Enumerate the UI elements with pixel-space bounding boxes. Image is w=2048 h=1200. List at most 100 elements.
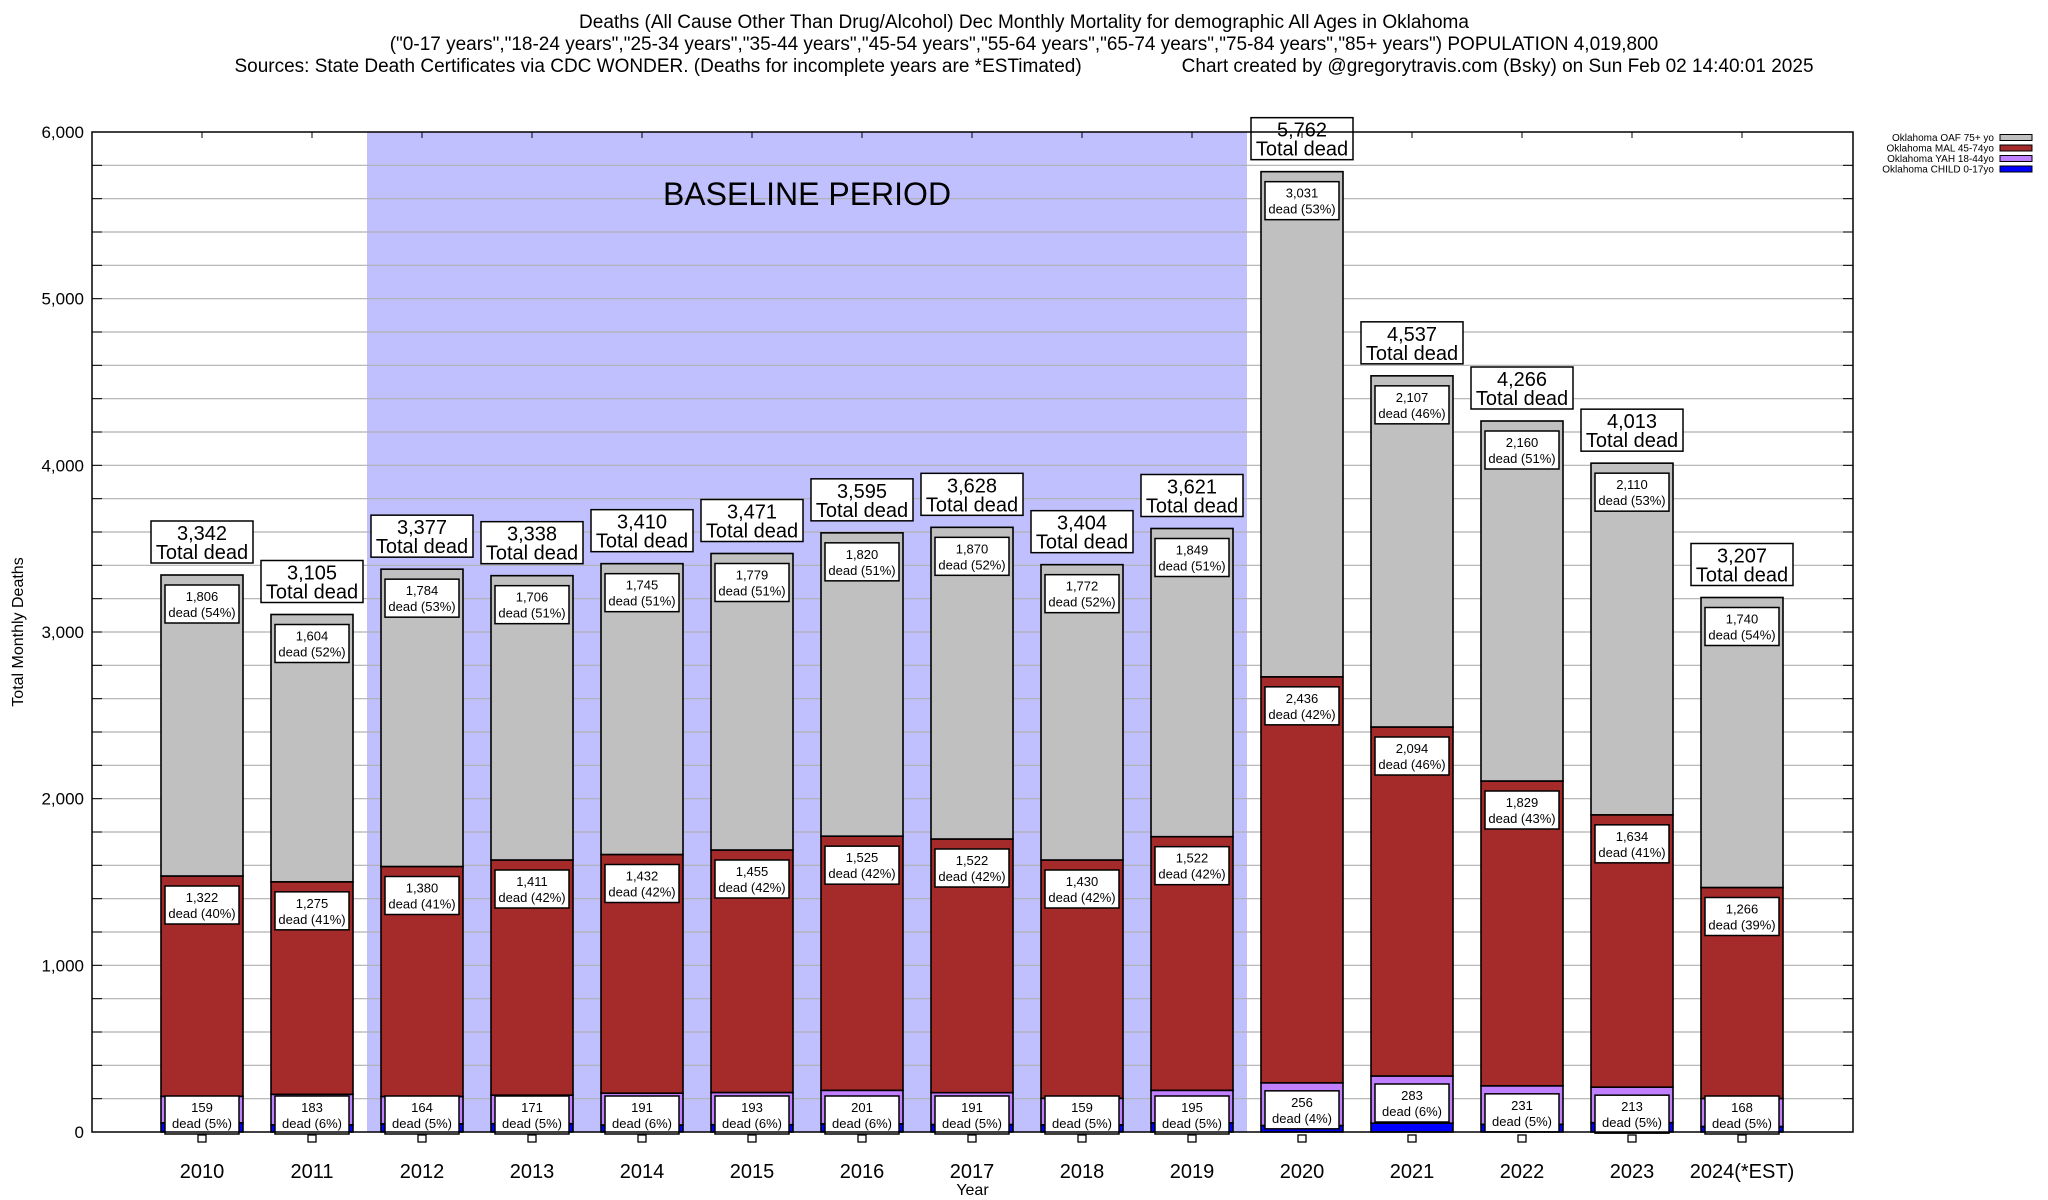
segment-label-pct: dead (41%) [388, 897, 455, 912]
segment-label-pct: dead (5%) [502, 1116, 562, 1131]
segment-label-value: 1,772 [1066, 579, 1099, 594]
legend-swatch [1999, 134, 2033, 141]
segment-label-box [274, 623, 350, 664]
segment-label-box [1264, 686, 1340, 726]
segment-label-pct: dead (43%) [1488, 811, 1555, 826]
segment-label-pct: dead (42%) [938, 869, 1005, 884]
segment-label-box [164, 1095, 240, 1135]
segment-label-value: 159 [191, 1100, 213, 1115]
child-label-box [1187, 1134, 1197, 1143]
segment-label-value: 1,522 [956, 853, 989, 868]
segment-label-box [494, 584, 570, 625]
y-tick-label: 0 [75, 1123, 84, 1142]
segment-label-value: 1,430 [1066, 874, 1099, 889]
segment-label-pct: dead (42%) [718, 880, 785, 895]
x-tick-label: 2024(*EST) [1690, 1161, 1795, 1183]
segment-label-box [1704, 606, 1780, 647]
bar-segment-oklahoma-mal-45-74yo [1260, 676, 1344, 1084]
x-tick-label: 2019 [1170, 1161, 1215, 1183]
legend-swatch [1999, 165, 2033, 173]
x-tick-label: 2021 [1390, 1161, 1435, 1183]
child-label-box [307, 1134, 317, 1143]
segment-label-value: 164 [411, 1100, 433, 1115]
x-tick-label: 2013 [510, 1161, 555, 1183]
total-label-value: 3,338 [507, 524, 557, 546]
segment-label-value: 1,634 [1616, 829, 1649, 844]
total-label-box [920, 472, 1024, 517]
total-label-box [1580, 408, 1684, 452]
segment-label-box [934, 848, 1010, 888]
segment-label-pct: dead (5%) [172, 1116, 232, 1131]
segment-label-pct: dead (52%) [278, 645, 345, 660]
total-label-text: Total dead [376, 536, 468, 558]
child-label-box [967, 1134, 977, 1143]
segment-label-box [1264, 180, 1340, 221]
segment-label-value: 1,849 [1176, 543, 1209, 558]
x-tick-label: 2022 [1500, 1161, 1545, 1183]
segment-label-box [1374, 385, 1450, 425]
total-label-box [1690, 542, 1794, 587]
segment-label-box [1594, 1094, 1670, 1134]
chart-sources-credit: Sources: State Death Certificates via CD… [0, 56, 2048, 78]
segment-label-box [1374, 736, 1450, 776]
total-label-text: Total dead [1586, 430, 1678, 452]
segment-label-box [1154, 1095, 1230, 1135]
segment-label-value: 1,322 [186, 890, 219, 905]
segment-label-pct: dead (51%) [498, 606, 565, 621]
segment-label-box [384, 578, 460, 618]
segment-label-value: 2,094 [1396, 741, 1429, 756]
segment-label-box [164, 885, 240, 925]
total-label-box [260, 559, 364, 604]
segment-label-box [274, 1095, 350, 1135]
segment-label-box [824, 542, 900, 582]
segment-label-pct: dead (46%) [1378, 757, 1445, 772]
segment-label-value: 283 [1401, 1088, 1423, 1103]
bar-segment-oklahoma-oaf-75-yo [1480, 420, 1564, 782]
segment-label-value: 1,525 [846, 850, 879, 865]
bar-segment-oklahoma-oaf-75-yo [930, 526, 1014, 840]
total-label-text: Total dead [486, 543, 578, 565]
segment-label-value: 191 [631, 1100, 653, 1115]
segment-label-pct: dead (42%) [1048, 890, 1115, 905]
x-tick-label: 2012 [400, 1161, 445, 1183]
segment-label-box [494, 869, 570, 909]
child-label-box [527, 1134, 537, 1143]
segment-label-value: 1,604 [296, 629, 329, 644]
total-label-text: Total dead [156, 542, 248, 564]
segment-label-pct: dead (42%) [1268, 707, 1335, 722]
segment-label-pct: dead (6%) [722, 1116, 782, 1131]
segment-label-pct: dead (53%) [1598, 493, 1665, 508]
total-label-box [810, 478, 914, 522]
segment-label-value: 171 [521, 1100, 543, 1115]
segment-label-pct: dead (41%) [278, 912, 345, 927]
y-axis-label: Total Monthly Deaths [10, 557, 27, 706]
segment-label-box [824, 1095, 900, 1135]
bar-segment-oklahoma-oaf-75-yo [1370, 375, 1454, 728]
child-label-box [1737, 1134, 1747, 1143]
total-label-value: 3,471 [727, 502, 777, 524]
segment-label-value: 1,706 [516, 590, 549, 605]
total-label-value: 3,621 [1167, 477, 1217, 499]
segment-label-value: 231 [1511, 1098, 1533, 1113]
x-tick-label: 2015 [730, 1161, 775, 1183]
child-label-box [1297, 1134, 1307, 1143]
legend-swatch [1999, 155, 2033, 162]
x-tick-label: 2018 [1060, 1161, 1105, 1183]
segment-label-box [384, 1095, 460, 1135]
segment-label-value: 195 [1181, 1100, 1203, 1115]
segment-label-box [1594, 472, 1670, 512]
segment-label-value: 1,455 [736, 864, 769, 879]
segment-label-box [604, 863, 680, 904]
bar-segment-oklahoma-oaf-75-yo [1150, 527, 1234, 838]
total-label-text: Total dead [706, 521, 798, 543]
segment-label-box [604, 572, 680, 613]
total-label-box [1470, 366, 1574, 410]
segment-label-box [1154, 537, 1230, 578]
total-label-value: 3,207 [1717, 546, 1767, 568]
chart-subtitle: ("0-17 years","18-24 years","25-34 years… [389, 34, 1659, 55]
total-label-box [150, 520, 254, 564]
segment-label-box [934, 536, 1010, 577]
segment-label-pct: dead (42%) [828, 866, 895, 881]
legend-label: Oklahoma OAF 75+ yo [1892, 133, 1994, 144]
bar-segment-oklahoma-oaf-75-yo [160, 574, 244, 877]
